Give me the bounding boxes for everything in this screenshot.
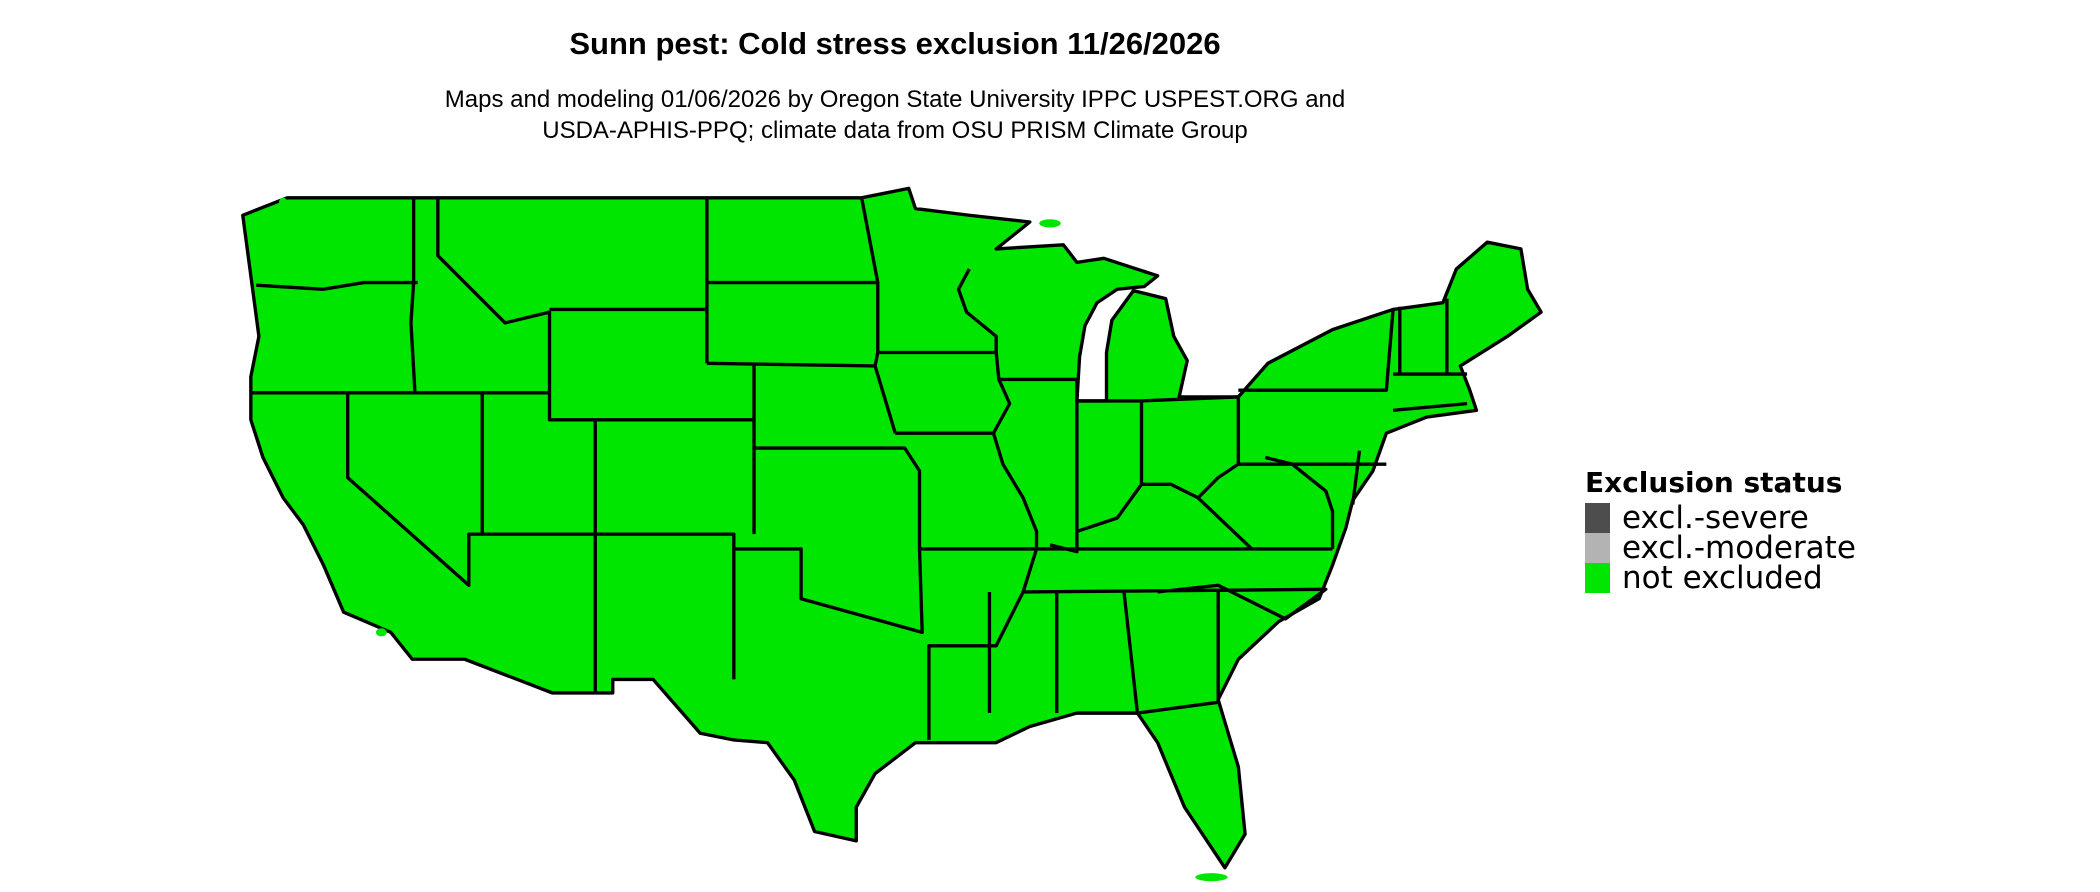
legend: Exclusion status excl.-severe excl.-mode…: [1585, 466, 1856, 596]
legend-label: excl.-severe: [1622, 500, 1809, 536]
map-title: Sunn pest: Cold stress exclusion 11/26/2…: [569, 26, 1221, 61]
legend-item-not-excluded: not excluded: [1585, 560, 1856, 596]
state-borders: [252, 197, 1468, 740]
map-subtitle-line-2: USDA-APHIS-PPQ; climate data from OSU PR…: [542, 117, 1248, 144]
legend-label: not excluded: [1622, 560, 1823, 596]
legend-swatch-severe: [1585, 503, 1610, 533]
us-outline: [241, 186, 1543, 870]
legend-label: excl.-moderate: [1622, 530, 1856, 566]
legend-swatch-moderate: [1585, 533, 1610, 563]
legend-item-excl-moderate: excl.-moderate: [1585, 530, 1856, 566]
coastal-islands: [279, 197, 1228, 882]
legend-swatch-not-excluded: [1585, 563, 1610, 593]
legend-title: Exclusion status: [1585, 466, 1843, 499]
legend-item-excl-severe: excl.-severe: [1585, 500, 1856, 536]
map-subtitle-line-1: Maps and modeling 01/06/2026 by Oregon S…: [444, 86, 1346, 113]
